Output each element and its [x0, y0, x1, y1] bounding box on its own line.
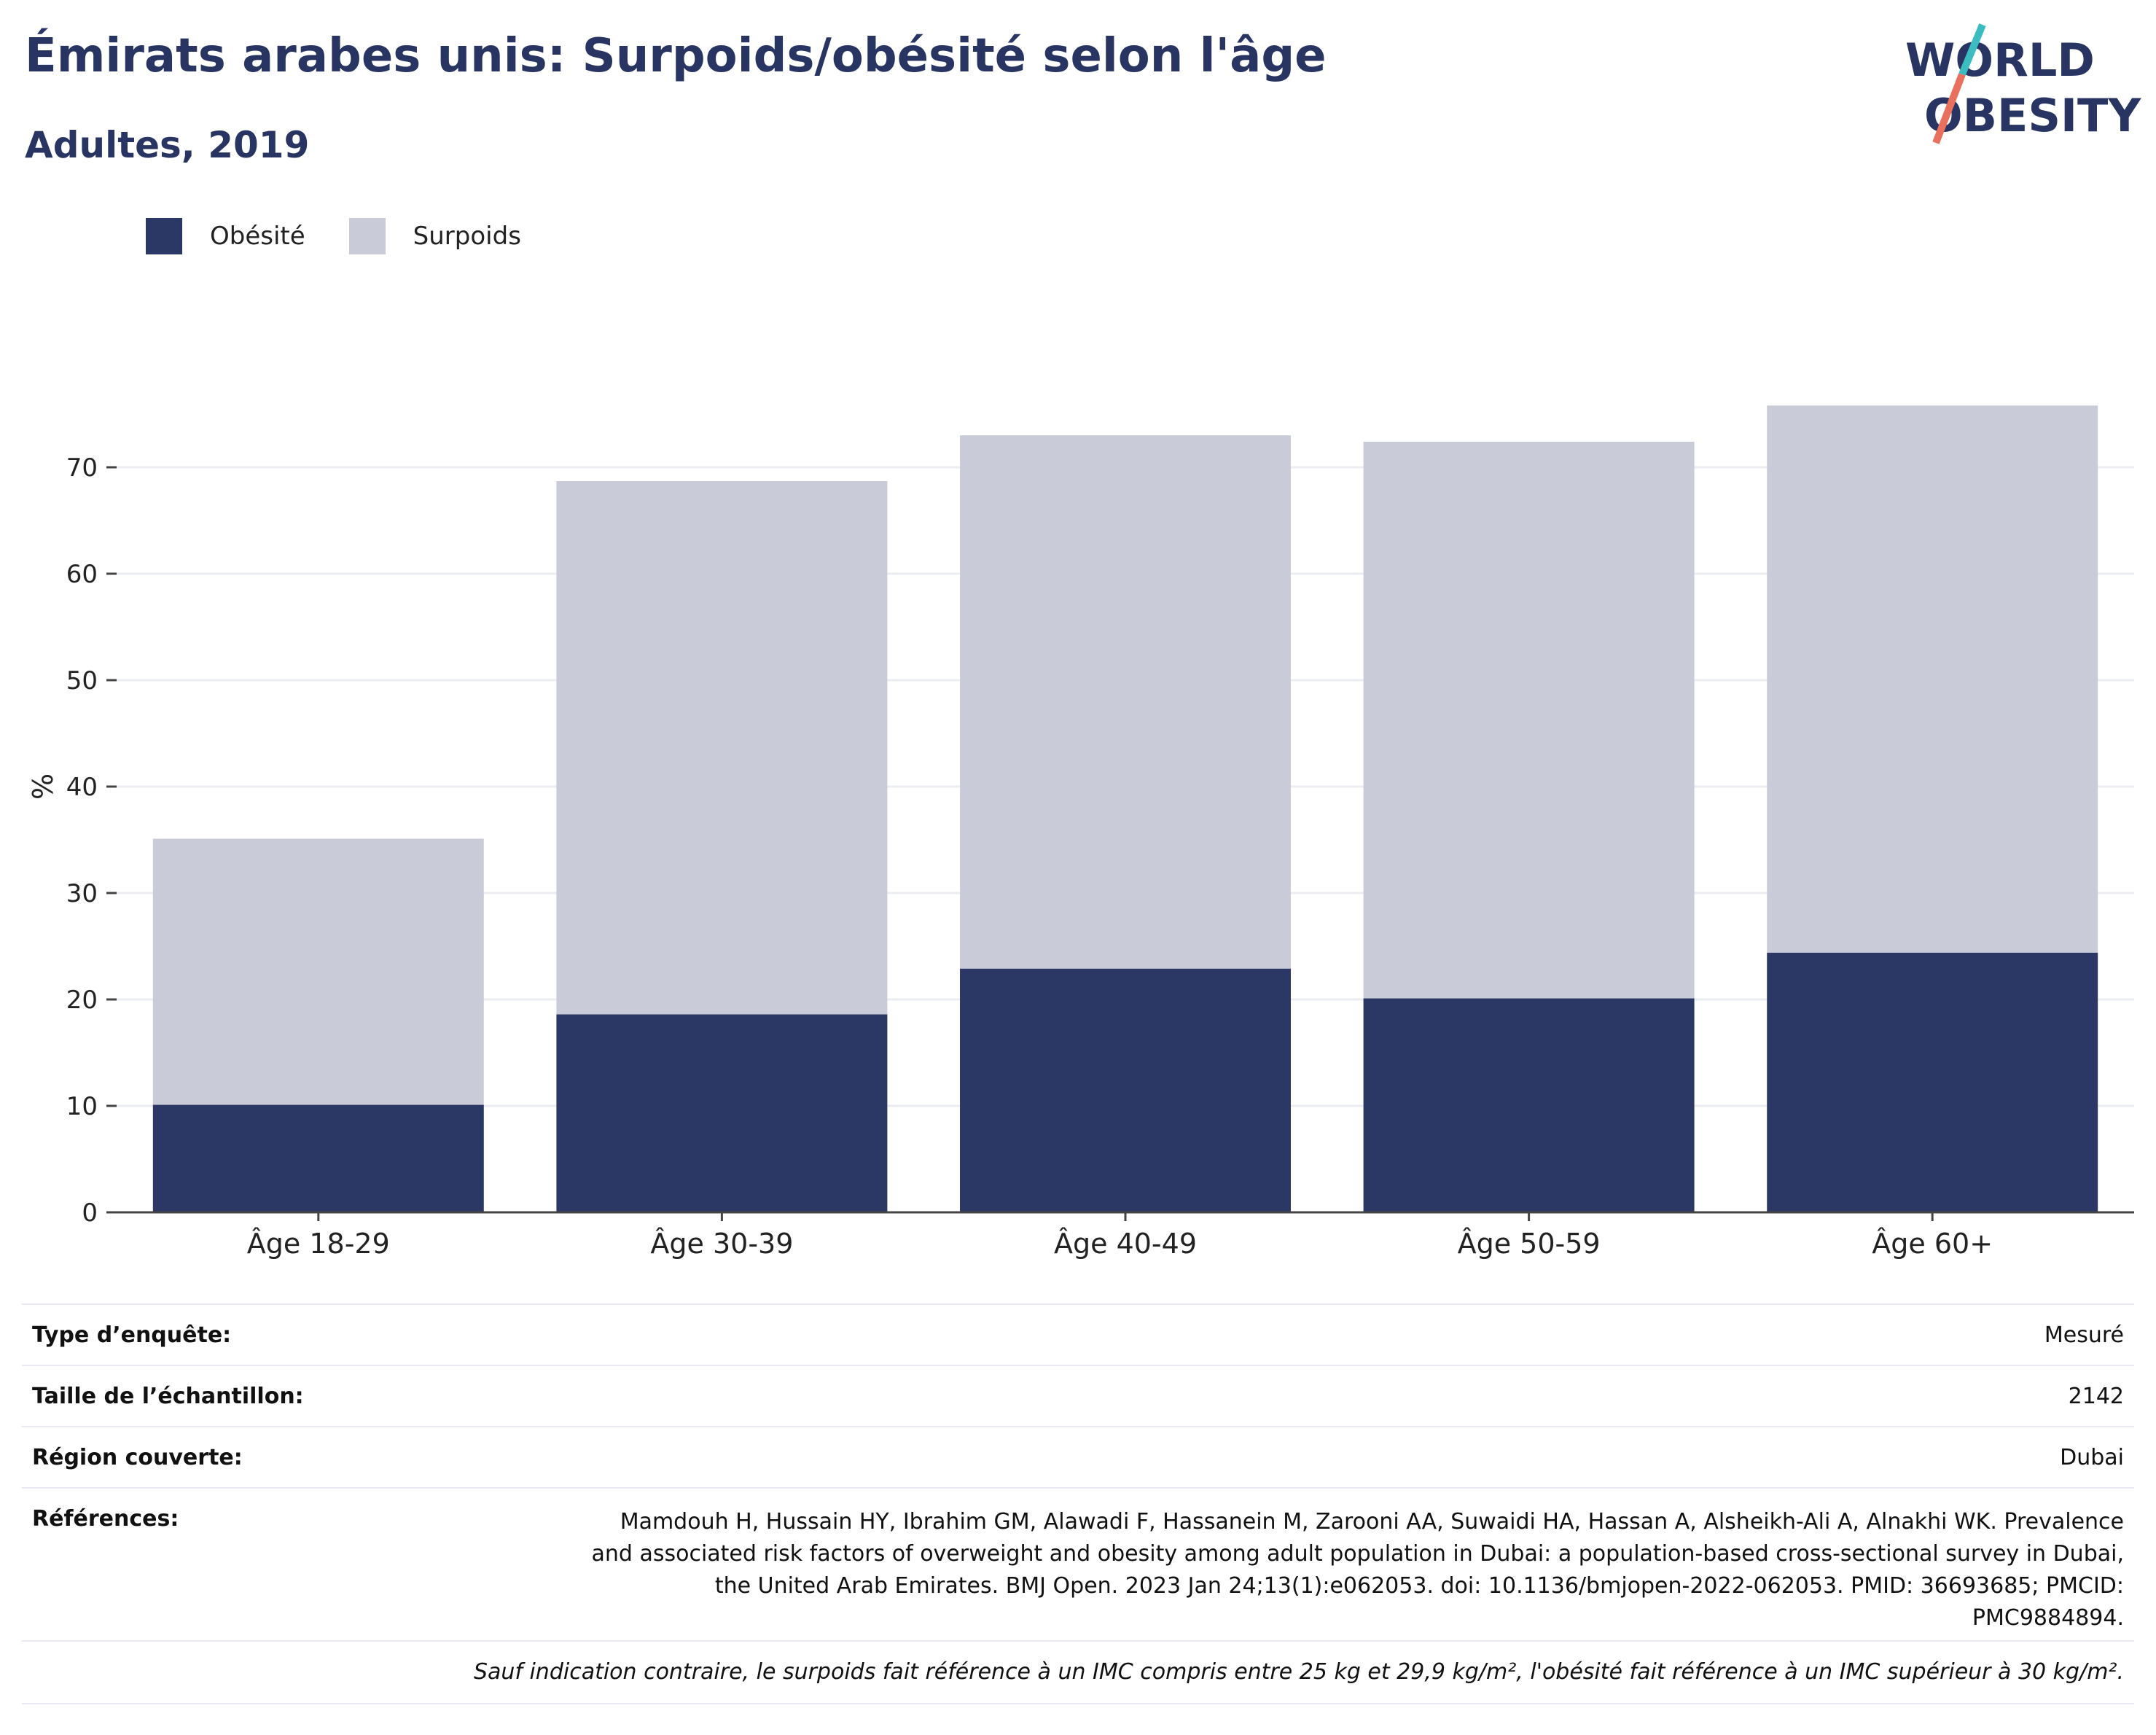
bar-obesite-3 [1363, 998, 1695, 1212]
bar-surpoids-1 [556, 480, 888, 1015]
bar-surpoids-0 [152, 838, 484, 1105]
info-label-references: Références: [32, 1506, 179, 1532]
x-tick-label-2: Âge 40-49 [1054, 1228, 1197, 1260]
survey-info-table: Type d’enquête: Mesuré Taille de l’échan… [22, 1303, 2134, 1704]
info-label-region: Région couverte: [32, 1445, 243, 1470]
bar-surpoids-2 [960, 435, 1291, 969]
info-row-survey-type: Type d’enquête: Mesuré [22, 1303, 2134, 1365]
info-value-sample-size: 2142 [2068, 1384, 2124, 1409]
info-value-references: Mamdouh H, Hussain HY, Ibrahim GM, Alawa… [591, 1509, 2124, 1631]
bar-obesite-1 [556, 1014, 888, 1212]
y-axis-label: % [27, 773, 59, 800]
y-tick-label-70: 70 [66, 453, 98, 483]
definition-note: Sauf indication contraire, le surpoids f… [22, 1640, 2134, 1704]
legend-swatch-obesite [146, 218, 182, 254]
x-tick-label-3: Âge 50-59 [1458, 1228, 1601, 1260]
legend-item-obesite[interactable]: Obésité [146, 218, 305, 254]
y-tick-label-30: 30 [66, 879, 98, 908]
bar-surpoids-4 [1767, 405, 2098, 953]
chart-subtitle: Adultes, 2019 [25, 124, 310, 166]
legend: Obésité Surpoids [146, 217, 565, 255]
info-row-references: Références: Mamdouh H, Hussain HY, Ibrah… [22, 1487, 2134, 1640]
logo-slash-bottom [1932, 73, 1966, 144]
bar-obesite-0 [152, 1104, 484, 1212]
legend-label-surpoids: Surpoids [413, 222, 521, 251]
logo-word-obesity: OBESITY [1924, 89, 2141, 142]
x-tick-label-0: Âge 18-29 [247, 1228, 390, 1260]
legend-swatch-surpoids [348, 218, 386, 254]
y-tick-label-60: 60 [66, 560, 98, 589]
bar-surpoids-3 [1363, 441, 1695, 999]
x-tick-label-4: Âge 60+ [1872, 1228, 1993, 1260]
legend-item-surpoids[interactable]: Surpoids [348, 218, 521, 254]
info-row-region: Région couverte: Dubai [22, 1426, 2134, 1487]
y-tick-label-20: 20 [66, 986, 98, 1015]
logo-word-world: WORLD [1905, 34, 2095, 87]
y-tick-label-10: 10 [66, 1092, 98, 1121]
y-tick-label-40: 40 [66, 773, 98, 802]
world-obesity-logo: WORLD OBESITY [1905, 23, 2141, 144]
info-value-survey-type: Mesuré [2044, 1322, 2124, 1348]
info-row-sample-size: Taille de l’échantillon: 2142 [22, 1365, 2134, 1426]
bar-obesite-4 [1767, 952, 2098, 1212]
x-tick-label-1: Âge 30-39 [650, 1228, 793, 1260]
logo-slash-top [1958, 23, 1986, 76]
info-label-survey-type: Type d’enquête: [32, 1322, 232, 1348]
info-label-sample-size: Taille de l’échantillon: [32, 1384, 304, 1409]
y-tick-label-0: 0 [82, 1198, 98, 1228]
legend-label-obesite: Obésité [210, 222, 305, 251]
chart-title: Émirats arabes unis: Surpoids/obésité se… [25, 29, 1327, 83]
stacked-bar-chart: 0 10 20 30 40 50 60 70% Âge 18-29 Âge 30-39 Âge 40… [27, 405, 2134, 1260]
bar-obesite-2 [960, 968, 1291, 1212]
y-tick-label-50: 50 [66, 666, 98, 695]
info-value-region: Dubai [2060, 1445, 2124, 1470]
